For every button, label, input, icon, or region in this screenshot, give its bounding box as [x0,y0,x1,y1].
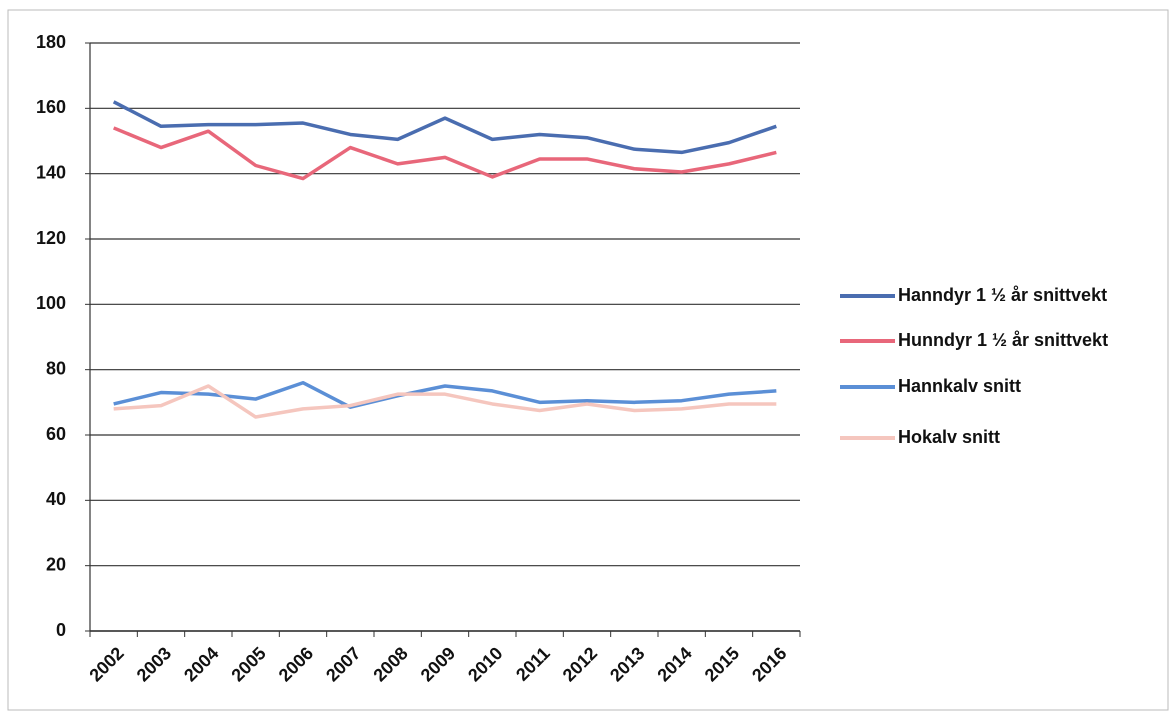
series-line [112,100,777,155]
x-tick-label: 2016 [748,643,790,685]
y-tick-label: 160 [36,97,66,117]
x-tick-label: 2010 [464,643,506,685]
legend-label: Hunndyr 1 ½ år snittvekt [898,330,1108,350]
x-tick-label: 2004 [180,643,222,685]
legend-label: Hokalv snitt [898,427,1000,447]
x-tick-label: 2005 [227,643,269,685]
x-tick-label: 2009 [417,643,459,685]
series-line [113,384,777,419]
x-tick-label: 2011 [512,643,554,685]
y-tick-label: 140 [36,162,66,182]
x-tick-label: 2008 [369,643,411,685]
series-line [112,126,777,181]
x-tick-label: 2006 [275,643,317,685]
y-tick-label: 80 [46,358,66,378]
y-tick-label: 100 [36,293,66,313]
y-tick-label: 0 [56,620,66,640]
x-tick-label: 2007 [322,643,364,685]
y-tick-label: 60 [46,424,66,444]
y-tick-label: 20 [46,554,66,574]
x-tick-label: 2014 [653,643,695,685]
y-tick-label: 180 [36,32,66,52]
x-tick-label: 2013 [606,643,648,685]
legend-label: Hannkalv snitt [898,376,1021,396]
x-tick-label: 2002 [85,643,127,685]
legend-label: Hanndyr 1 ½ år snittvekt [898,285,1107,305]
x-tick-label: 2015 [701,643,743,685]
x-tick-label: 2003 [133,643,175,685]
x-tick-label: 2012 [559,643,601,685]
y-tick-label: 40 [46,489,66,509]
y-tick-label: 120 [36,228,66,248]
chart-border [7,9,1169,711]
